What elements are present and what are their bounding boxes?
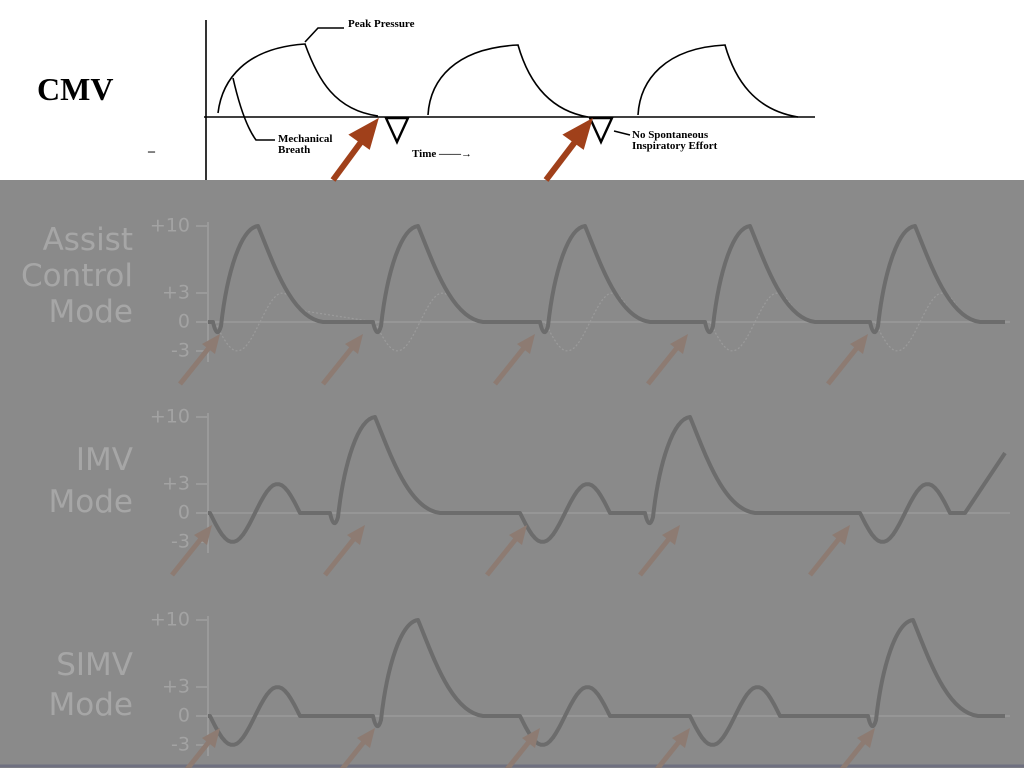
arrow bbox=[493, 342, 529, 386]
pointer-line bbox=[304, 27, 344, 43]
arrow bbox=[178, 342, 214, 386]
title: CMV bbox=[37, 71, 113, 107]
peak-label: Peak Pressure bbox=[348, 18, 415, 30]
tick-label: +3 bbox=[162, 282, 190, 304]
arrow bbox=[330, 136, 367, 182]
tick-label: +3 bbox=[162, 676, 190, 698]
arrow-head bbox=[857, 728, 875, 748]
tick-label: 0 bbox=[178, 705, 190, 727]
arrow bbox=[808, 533, 844, 577]
arrow-head bbox=[194, 525, 212, 545]
dash: – bbox=[147, 144, 156, 159]
tick-label: +10 bbox=[150, 215, 190, 237]
tick-label: +3 bbox=[162, 473, 190, 495]
pointer-line bbox=[613, 130, 631, 136]
time-label: Time ——→ bbox=[412, 148, 472, 160]
pressure-wave bbox=[208, 224, 1005, 334]
effort-triangle bbox=[384, 116, 410, 145]
arrow bbox=[638, 533, 674, 577]
arrow-head bbox=[357, 728, 375, 748]
arrow bbox=[323, 533, 359, 577]
tick-label: +10 bbox=[150, 609, 190, 631]
effort-triangle bbox=[588, 116, 614, 145]
breath-wave bbox=[427, 44, 589, 118]
breath-wave bbox=[217, 43, 379, 117]
arrow-head bbox=[348, 117, 379, 150]
arrow-head bbox=[850, 334, 868, 354]
arrow bbox=[504, 736, 534, 768]
tick-label: 0 bbox=[178, 311, 190, 333]
mech-label: Breath bbox=[278, 144, 310, 156]
mode-label: Mode bbox=[49, 484, 133, 520]
arrow-head bbox=[345, 334, 363, 354]
arrow bbox=[485, 533, 521, 577]
mech-label: Mechanical bbox=[278, 133, 332, 145]
arrow-head bbox=[509, 525, 527, 545]
mode-label: Mode bbox=[49, 687, 133, 723]
spont-wave bbox=[214, 292, 960, 352]
arrow bbox=[543, 136, 581, 182]
arrow bbox=[654, 736, 684, 768]
pressure-wave bbox=[208, 415, 1007, 544]
mode-label: Mode bbox=[49, 294, 133, 330]
arrow-head bbox=[347, 525, 365, 545]
arrow bbox=[321, 342, 357, 386]
arrow-head bbox=[672, 728, 690, 748]
arrow bbox=[170, 533, 206, 577]
arrow-head bbox=[670, 334, 688, 354]
mode-label: IMV bbox=[76, 442, 133, 478]
arrow bbox=[826, 342, 862, 386]
mode-label: SIMV bbox=[56, 647, 133, 683]
arrow-head bbox=[562, 117, 593, 150]
arrow-head bbox=[202, 728, 220, 748]
mode-label: Assist bbox=[43, 222, 133, 258]
arrow bbox=[839, 736, 869, 768]
mode-panel-bg bbox=[0, 180, 1024, 768]
arrow-head bbox=[662, 525, 680, 545]
tick-label: -3 bbox=[171, 531, 190, 553]
arrow-head bbox=[522, 728, 540, 748]
tick-label: +10 bbox=[150, 406, 190, 428]
arrow bbox=[339, 736, 369, 768]
arrow-head bbox=[202, 334, 220, 354]
arrows bbox=[330, 117, 593, 182]
effort-label: No Spontaneous bbox=[632, 129, 709, 141]
tick-label: 0 bbox=[178, 502, 190, 524]
cmv-diagram bbox=[204, 20, 815, 180]
tick-label: -3 bbox=[171, 734, 190, 756]
arrow bbox=[646, 342, 682, 386]
pressure-wave bbox=[208, 618, 1005, 747]
mode-label: Control bbox=[21, 258, 133, 294]
pointer-line bbox=[232, 77, 275, 141]
effort-label: Inspiratory Effort bbox=[632, 140, 718, 152]
arrow-head bbox=[832, 525, 850, 545]
arrow bbox=[184, 736, 214, 768]
tick-label: -3 bbox=[171, 340, 190, 362]
breath-wave bbox=[637, 44, 799, 118]
arrow-head bbox=[517, 334, 535, 354]
